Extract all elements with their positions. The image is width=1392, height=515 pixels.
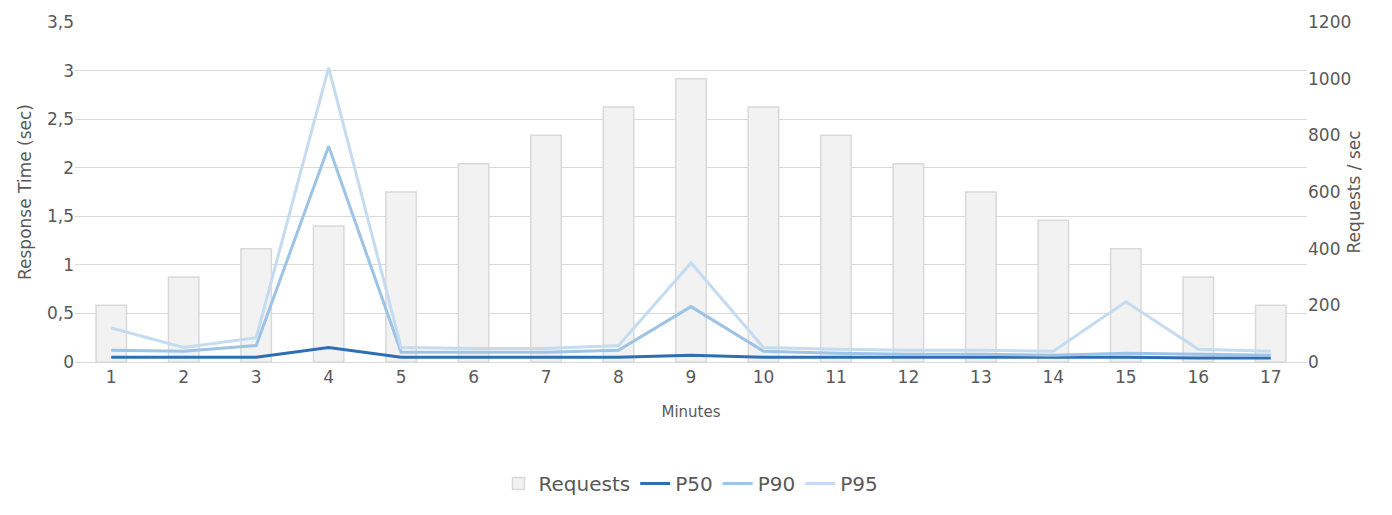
svg-text:1: 1 bbox=[106, 367, 117, 387]
svg-text:14: 14 bbox=[1043, 367, 1065, 387]
svg-text:3,5: 3,5 bbox=[47, 12, 74, 32]
svg-text:400: 400 bbox=[1308, 239, 1340, 259]
svg-text:9: 9 bbox=[686, 367, 697, 387]
svg-text:3: 3 bbox=[251, 367, 262, 387]
svg-text:17: 17 bbox=[1260, 367, 1282, 387]
svg-text:200: 200 bbox=[1308, 295, 1340, 315]
svg-text:13: 13 bbox=[970, 367, 992, 387]
svg-text:0: 0 bbox=[63, 352, 74, 372]
svg-text:10: 10 bbox=[753, 367, 775, 387]
svg-text:16: 16 bbox=[1187, 367, 1209, 387]
svg-text:1000: 1000 bbox=[1308, 69, 1351, 89]
svg-text:Minutes: Minutes bbox=[661, 403, 720, 421]
svg-text:1: 1 bbox=[63, 255, 74, 275]
svg-text:12: 12 bbox=[898, 367, 920, 387]
svg-text:1200: 1200 bbox=[1308, 12, 1351, 32]
svg-text:1,5: 1,5 bbox=[47, 206, 74, 226]
svg-text:800: 800 bbox=[1308, 125, 1340, 145]
svg-text:6: 6 bbox=[468, 367, 479, 387]
svg-text:600: 600 bbox=[1308, 182, 1340, 202]
svg-text:0: 0 bbox=[1308, 352, 1319, 372]
svg-text:15: 15 bbox=[1115, 367, 1137, 387]
svg-text:P90: P90 bbox=[758, 472, 796, 496]
svg-text:2: 2 bbox=[63, 158, 74, 178]
svg-text:Requests / sec: Requests / sec bbox=[1344, 130, 1364, 253]
svg-text:Requests: Requests bbox=[539, 472, 631, 496]
svg-text:11: 11 bbox=[825, 367, 847, 387]
svg-text:0,5: 0,5 bbox=[47, 303, 74, 323]
svg-text:7: 7 bbox=[541, 367, 552, 387]
svg-text:P50: P50 bbox=[675, 472, 713, 496]
svg-text:3: 3 bbox=[63, 61, 74, 81]
svg-text:2,5: 2,5 bbox=[47, 109, 74, 129]
svg-text:8: 8 bbox=[613, 367, 624, 387]
svg-text:4: 4 bbox=[323, 367, 334, 387]
svg-text:2: 2 bbox=[178, 367, 189, 387]
svg-text:P95: P95 bbox=[840, 472, 878, 496]
svg-text:Response Time (sec): Response Time (sec) bbox=[15, 104, 35, 280]
svg-text:5: 5 bbox=[396, 367, 407, 387]
